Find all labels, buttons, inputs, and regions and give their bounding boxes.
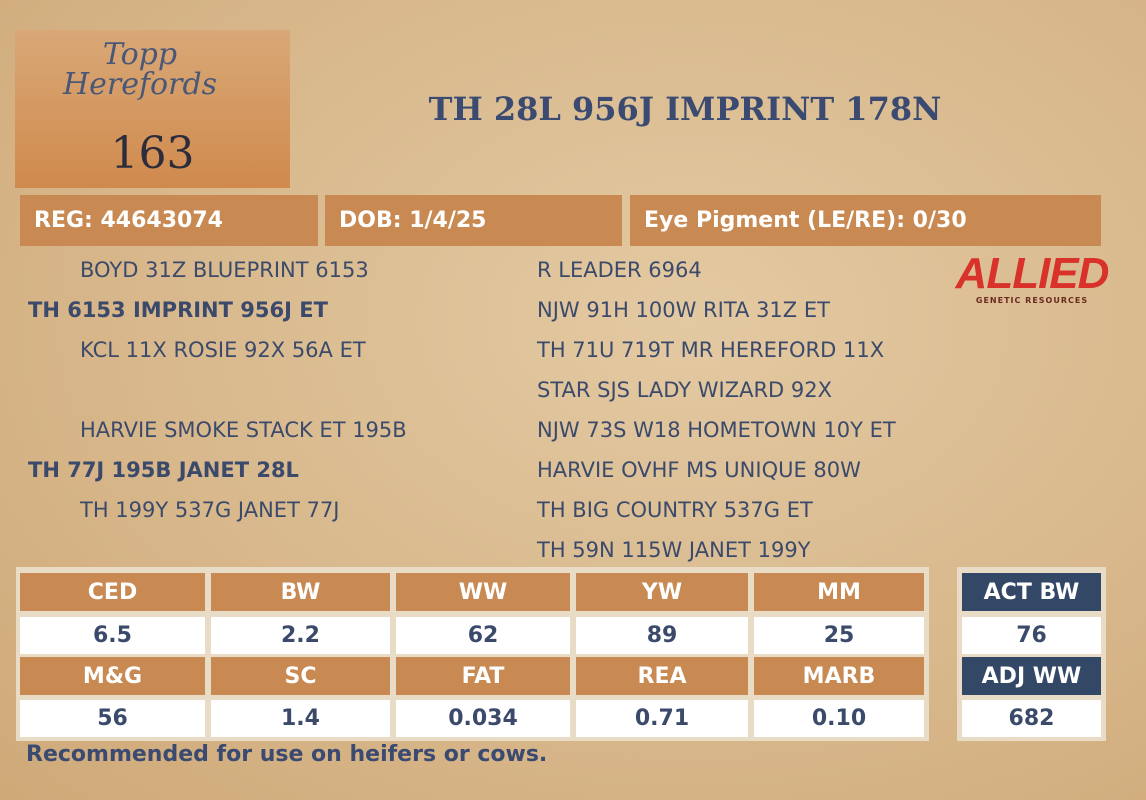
actual-header: ACT BW [962, 573, 1101, 611]
epd-header: FAT [396, 657, 570, 695]
actual-value: 682 [962, 700, 1101, 737]
actual-value: 76 [962, 617, 1101, 654]
lot-number: 163 [110, 128, 195, 179]
epd-header: REA [576, 657, 748, 695]
epd-value: 62 [396, 617, 570, 654]
epd-value: 0.71 [576, 700, 748, 737]
epd-value: 0.034 [396, 700, 570, 737]
pedigree-line: TH 6153 IMPRINT 956J ET [28, 298, 328, 322]
epd-value: 2.2 [211, 617, 390, 654]
epd-value: 6.5 [20, 617, 205, 654]
info-box: DOB: 1/4/25 [325, 195, 622, 246]
pedigree-line: TH BIG COUNTRY 537G ET [537, 498, 813, 522]
pedigree-line: NJW 73S W18 HOMETOWN 10Y ET [537, 418, 896, 442]
epd-value: 0.10 [754, 700, 924, 737]
actual-header: ADJ WW [962, 657, 1101, 695]
epd-header: SC [211, 657, 390, 695]
epd-header: M&G [20, 657, 205, 695]
sponsor-tagline: GENETIC RESOURCES [975, 296, 1089, 305]
info-box: Eye Pigment (LE/RE): 0/30 [630, 195, 1101, 246]
epd-header: MARB [754, 657, 924, 695]
pedigree-line: HARVIE OVHF MS UNIQUE 80W [537, 458, 861, 482]
epd-header: MM [754, 573, 924, 611]
info-box: REG: 44643074 [20, 195, 318, 246]
epd-value: 56 [20, 700, 205, 737]
epd-value: 89 [576, 617, 748, 654]
logo-box [15, 30, 290, 188]
epd-header: BW [211, 573, 390, 611]
epd-header: CED [20, 573, 205, 611]
title: TH 28L 956J IMPRINT 178N [428, 90, 942, 128]
pedigree-line: TH 77J 195B JANET 28L [28, 458, 299, 482]
pedigree-line: R LEADER 6964 [537, 258, 702, 282]
pedigree-line: TH 71U 719T MR HEREFORD 11X [537, 338, 885, 362]
note: Recommended for use on heifers or cows. [26, 742, 548, 767]
epd-value: 25 [754, 617, 924, 654]
epd-value: 1.4 [211, 700, 390, 737]
pedigree-line: STAR SJS LADY WIZARD 92X [537, 378, 833, 402]
pedigree-line: TH 59N 115W JANET 199Y [537, 538, 811, 562]
epd-header: WW [396, 573, 570, 611]
pedigree-line: NJW 91H 100W RITA 31Z ET [537, 298, 830, 322]
pedigree-line: TH 199Y 537G JANET 77J [80, 498, 340, 522]
pedigree-line: BOYD 31Z BLUEPRINT 6153 [80, 258, 369, 282]
epd-header: YW [576, 573, 748, 611]
sponsor-logo: ALLIED [955, 249, 1110, 298]
pedigree-line: KCL 11X ROSIE 92X 56A ET [80, 338, 366, 362]
logo: Topp Herefords [62, 37, 218, 102]
pedigree-line: HARVIE SMOKE STACK ET 195B [80, 418, 407, 442]
